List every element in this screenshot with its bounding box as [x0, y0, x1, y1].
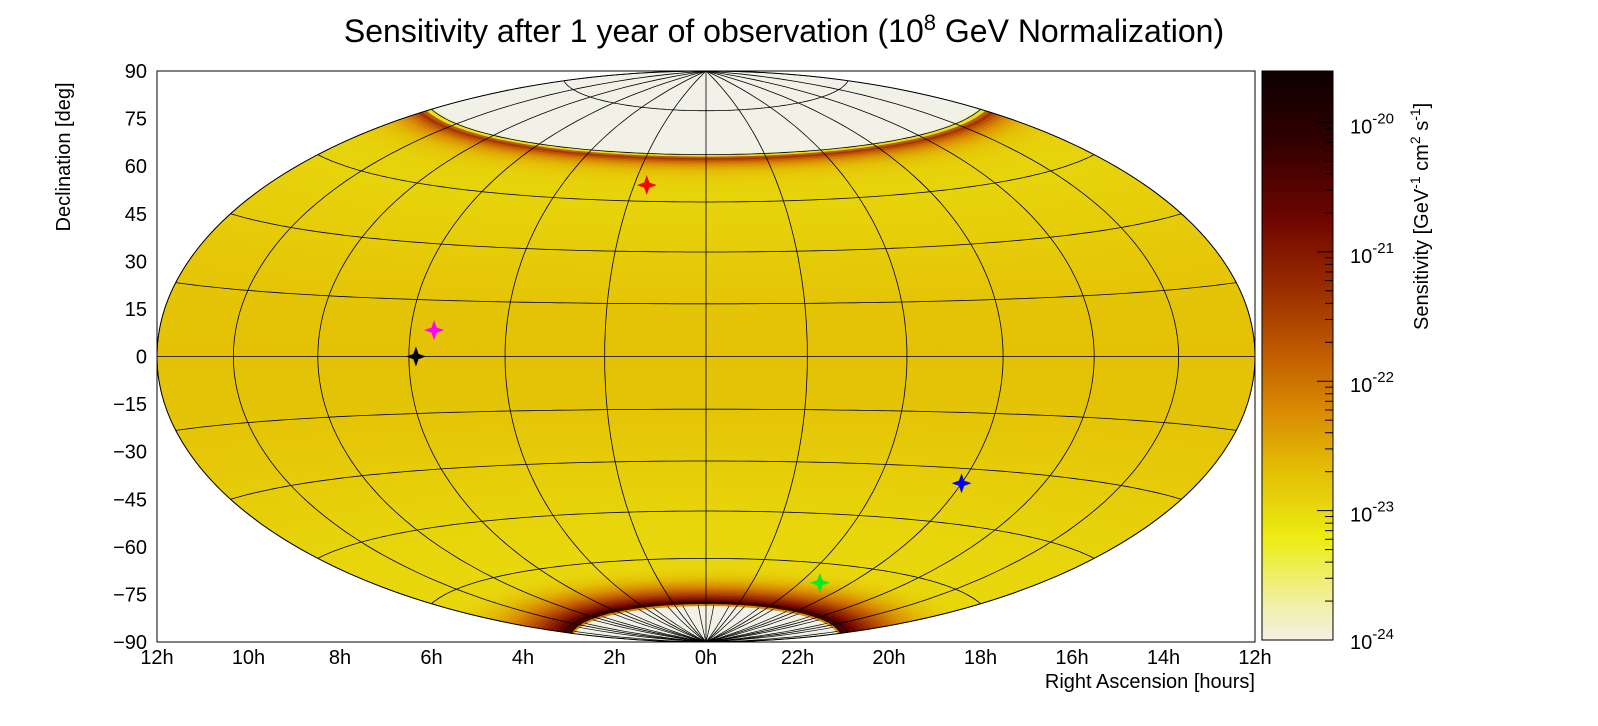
source-marker: [636, 175, 657, 196]
polar-meridian-line: [584, 622, 707, 643]
parallel-line: [431, 558, 981, 605]
y-tick-label: −75: [113, 584, 147, 606]
colorbar: 10-20 10-21 10-22 10-23 10-24 Sensitivity [G…: [1261, 70, 1433, 654]
colorbar-tick-label: 10-21: [1350, 240, 1394, 268]
polar-meridian-line: [705, 608, 774, 643]
polar-meridian-line: [638, 608, 707, 643]
parallel-line: [317, 154, 1095, 203]
y-tick-label: 45: [125, 204, 147, 226]
polar-meridian-line: [705, 619, 820, 643]
y-tick-label: −45: [113, 489, 147, 511]
parallel-line: [175, 408, 1237, 431]
y-tick-label: 0: [136, 347, 147, 369]
polar-meridian-line: [705, 606, 745, 643]
polar-meridian-line: [667, 606, 707, 643]
parallel-line: [431, 108, 981, 156]
parallel-line: [230, 213, 1182, 253]
y-tick-label: 15: [125, 299, 147, 321]
polar-meridian-line: [682, 605, 707, 643]
polar-meridian-line: [574, 631, 707, 643]
y-axis-ticks: 90 75 60 45 30 15 0 −15 −30 −45 −60 −75 −90: [113, 61, 147, 654]
x-tick-label: 8h: [329, 647, 351, 669]
polar-meridian-line: [705, 605, 715, 643]
coordinate-grid: [156, 70, 1256, 643]
parallel-line: [563, 601, 849, 633]
polar-meridian-line: [592, 619, 707, 643]
x-tick-label: 18h: [964, 647, 997, 669]
polar-meridian-line: [705, 607, 760, 643]
colorbar-tick-label: 10-20: [1350, 110, 1394, 138]
colorbar-fill: [1262, 71, 1333, 640]
polar-meridian-line: [625, 610, 707, 643]
polar-meridian-line: [705, 613, 799, 643]
source-marker: [405, 346, 426, 367]
x-tick-label: 16h: [1055, 647, 1088, 669]
polar-meridian-line: [705, 631, 838, 643]
x-axis-label: Right Ascension [hours]: [1045, 671, 1255, 693]
y-tick-label: −15: [113, 394, 147, 416]
x-tick-label: 4h: [512, 647, 534, 669]
y-axis-label: Declination [deg]: [53, 83, 75, 232]
polar-meridian-line: [705, 626, 834, 643]
x-tick-label: 2h: [603, 647, 625, 669]
polar-meridian-line: [705, 610, 787, 643]
colorbar-tick-label: 10-23: [1350, 499, 1394, 527]
polar-meridian-line: [613, 613, 707, 643]
x-tick-label: 10h: [232, 647, 265, 669]
polar-meridian-line: [578, 626, 707, 643]
y-tick-label: 30: [125, 251, 147, 273]
x-tick-label: 14h: [1147, 647, 1180, 669]
parallel-line: [563, 80, 849, 112]
y-tick-label: −30: [113, 442, 147, 464]
source-marker: [951, 473, 972, 494]
source-marker: [424, 320, 445, 341]
y-tick-label: −90: [113, 632, 147, 654]
polar-meridian-line: [705, 616, 810, 643]
y-tick-label: 60: [125, 156, 147, 178]
polar-meridian-line: [602, 616, 707, 643]
x-tick-label: 20h: [872, 647, 905, 669]
colorbar-tick-label: 10-24: [1350, 626, 1394, 654]
colorbar-tick-label: 10-22: [1350, 369, 1394, 397]
parallel-line: [317, 510, 1095, 559]
colorbar-frame: [1261, 70, 1334, 641]
parallel-line: [175, 282, 1237, 305]
y-tick-label: 75: [125, 109, 147, 131]
x-axis-ticks: 12h 10h 8h 6h 4h 2h 0h 22h 20h 18h 16h 14h 12h: [140, 647, 1271, 669]
polar-meridian-line: [652, 607, 707, 643]
chart-title: Sensitivity after 1 year of observation …: [344, 10, 1224, 49]
source-marker: [809, 572, 830, 593]
x-tick-label: 12h: [1238, 647, 1271, 669]
polar-meridian-line: [705, 622, 828, 643]
source-markers: [405, 175, 972, 593]
x-tick-label: 0h: [695, 647, 717, 669]
x-tick-label: 22h: [781, 647, 814, 669]
y-tick-label: −60: [113, 537, 147, 559]
x-tick-label: 6h: [420, 647, 442, 669]
polar-meridian-line: [705, 605, 730, 643]
colorbar-ticks: 10-20 10-21 10-22 10-23 10-24: [1317, 83, 1394, 654]
y-tick-label: 90: [125, 61, 147, 83]
parallel-line: [230, 460, 1182, 500]
colorbar-label: Sensitivity [GeV-1 cm2 s-1]: [1407, 103, 1433, 330]
polar-meridian-line: [697, 605, 707, 643]
x-tick-label: 12h: [140, 647, 173, 669]
